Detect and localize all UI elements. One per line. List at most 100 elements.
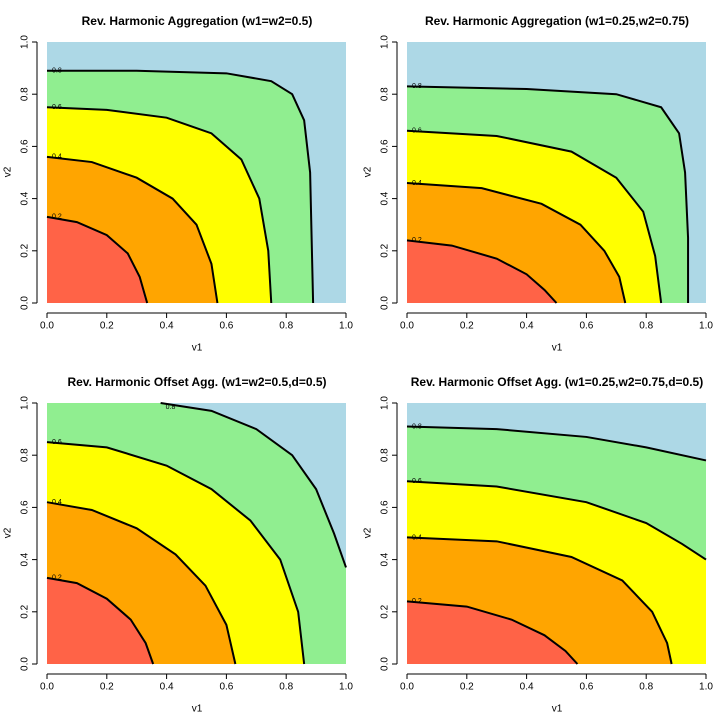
contour-label: 0.2 [412, 598, 422, 605]
contour-line [406, 480, 707, 561]
y-tick-label: 0.6 [380, 500, 391, 514]
contour-label: 0.4 [52, 154, 62, 161]
contour-label: 0.2 [52, 214, 62, 221]
x-tick-label: 0.2 [460, 682, 474, 693]
chart-title: Rev. Harmonic Offset Agg. (w1=w2=0.5,d=0… [67, 375, 326, 389]
contour-label: 0.6 [52, 439, 62, 446]
panel: Rev. Harmonic Offset Agg. (w1=0.25,w2=0.… [363, 375, 714, 714]
y-tick-label: 1.0 [20, 35, 31, 49]
x-tick-label: 0.4 [520, 682, 534, 693]
y-tick-label: 0.2 [20, 243, 31, 257]
x-tick-label: 1.0 [339, 321, 353, 332]
y-tick-label: 0.0 [20, 657, 31, 671]
contour-line [46, 155, 219, 304]
y-tick-label: 0.6 [20, 500, 31, 514]
y-tick-label: 0.4 [380, 191, 391, 205]
x-axis-label: v1 [552, 704, 563, 715]
x-tick-label: 0.4 [520, 321, 534, 332]
y-tick-label: 0.0 [380, 296, 391, 310]
contour-line [406, 239, 558, 304]
x-tick-label: 0.0 [400, 682, 414, 693]
y-tick-label: 0.4 [20, 191, 31, 205]
x-tick-label: 0.0 [40, 682, 54, 693]
y-tick-label: 0.8 [380, 87, 391, 101]
contour-line [406, 85, 690, 303]
x-tick-label: 1.0 [699, 682, 713, 693]
y-tick-label: 0.2 [380, 604, 391, 618]
x-tick-label: 0.8 [279, 321, 293, 332]
y-tick-label: 0.4 [380, 552, 391, 566]
contour-label: 0.4 [412, 180, 422, 187]
chart-title: Rev. Harmonic Aggregation (w1=0.25,w2=0.… [425, 14, 689, 28]
contour-line [46, 215, 149, 304]
y-tick-label: 0.6 [20, 139, 31, 153]
x-tick-label: 1.0 [699, 321, 713, 332]
contour-line [46, 441, 306, 665]
x-tick-label: 0.2 [100, 682, 114, 693]
x-tick-label: 0.6 [219, 682, 233, 693]
contour-line [47, 69, 315, 304]
panel: Rev. Harmonic Aggregation (w1=0.25,w2=0.… [363, 14, 714, 353]
y-axis-label: v2 [3, 527, 14, 538]
contour-label: 0.8 [412, 83, 422, 90]
x-tick-label: 0.6 [219, 321, 233, 332]
contour-label: 0.8 [412, 423, 422, 430]
x-tick-label: 0.6 [579, 321, 593, 332]
y-tick-label: 0.6 [380, 139, 391, 153]
x-tick-label: 0.2 [460, 321, 474, 332]
y-tick-label: 0.0 [380, 657, 391, 671]
x-tick-label: 0.0 [400, 321, 414, 332]
y-axis-label: v2 [3, 166, 14, 177]
y-tick-label: 0.2 [380, 243, 391, 257]
x-tick-label: 0.8 [279, 682, 293, 693]
y-tick-label: 0.2 [20, 604, 31, 618]
x-axis-label: v1 [192, 704, 203, 715]
contour-line [406, 129, 663, 304]
y-tick-label: 0.4 [20, 552, 31, 566]
chart-title: Rev. Harmonic Offset Agg. (w1=0.25,w2=0.… [411, 375, 703, 389]
contour-line [46, 501, 237, 665]
contour-label: 0.6 [412, 128, 422, 135]
x-tick-label: 0.6 [579, 682, 593, 693]
x-tick-label: 0.8 [639, 321, 653, 332]
y-axis-label: v2 [363, 527, 374, 538]
x-tick-label: 0.8 [639, 682, 653, 693]
contour-line [406, 181, 627, 304]
y-tick-label: 0.8 [20, 87, 31, 101]
x-tick-label: 0.0 [40, 321, 54, 332]
contour-label: 0.4 [52, 499, 62, 506]
y-tick-label: 1.0 [380, 35, 391, 49]
contour-line [406, 600, 579, 665]
contour-line [406, 425, 707, 462]
y-tick-label: 0.0 [20, 296, 31, 310]
contour-label: 0.8 [52, 68, 62, 75]
y-tick-label: 0.8 [380, 448, 391, 462]
contour-line [160, 402, 347, 568]
y-tick-label: 1.0 [20, 396, 31, 410]
contour-label: 0.6 [412, 478, 422, 485]
contour-fill [407, 601, 578, 664]
chart-title: Rev. Harmonic Aggregation (w1=w2=0.5) [82, 14, 313, 28]
x-tick-label: 1.0 [339, 682, 353, 693]
x-tick-label: 0.4 [160, 682, 174, 693]
contour-label: 0.2 [52, 575, 62, 582]
x-tick-label: 0.2 [100, 321, 114, 332]
x-tick-label: 0.4 [160, 321, 174, 332]
contour-line [46, 106, 273, 304]
y-tick-label: 0.8 [20, 448, 31, 462]
contour-fill [407, 240, 557, 303]
contour-fill [47, 577, 154, 664]
contour-label: 0.2 [412, 237, 422, 244]
contour-line [46, 576, 155, 665]
contour-label: 0.8 [166, 404, 176, 411]
y-tick-label: 1.0 [380, 396, 391, 410]
contour-label: 0.6 [52, 104, 62, 111]
y-axis-label: v2 [363, 166, 374, 177]
contour-label: 0.4 [412, 534, 422, 541]
x-axis-label: v1 [192, 343, 203, 354]
x-axis-label: v1 [552, 343, 563, 354]
panel: Rev. Harmonic Offset Agg. (w1=w2=0.5,d=0… [3, 375, 354, 714]
contour-line [406, 536, 673, 665]
contour-fill [47, 216, 148, 303]
